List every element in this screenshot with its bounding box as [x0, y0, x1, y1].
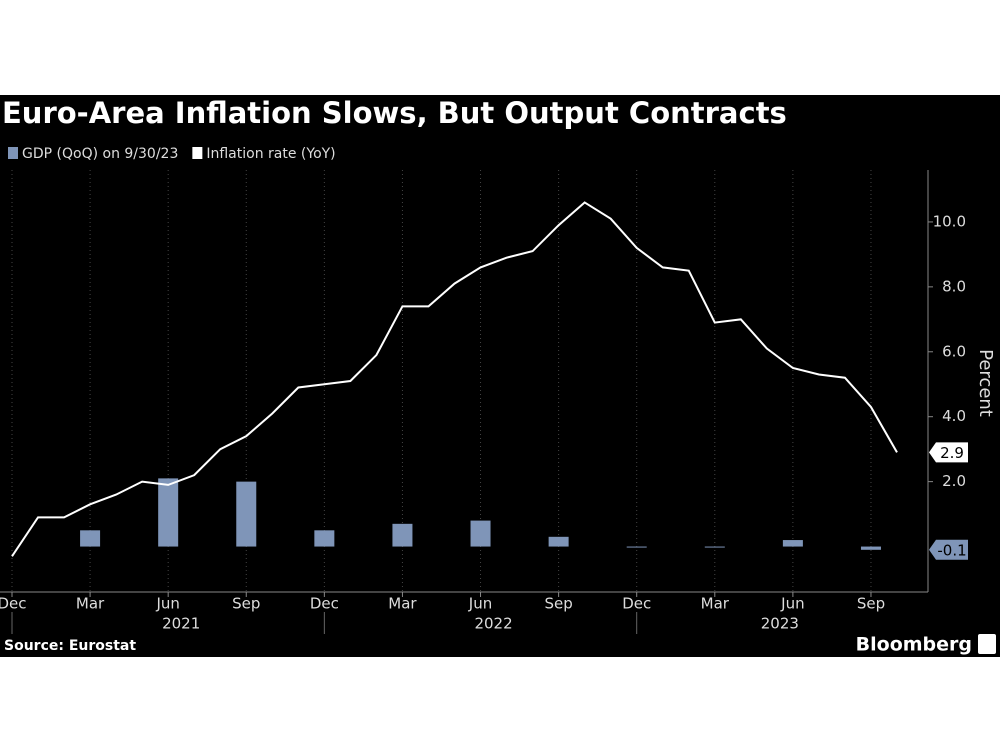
- end-label-box: [929, 442, 968, 463]
- x-tick-label: Jun: [780, 595, 804, 613]
- year-label: 2022: [474, 615, 512, 633]
- y-tick-label: 8.0: [942, 277, 966, 295]
- bar: [860, 546, 881, 550]
- year-label: 2023: [761, 615, 799, 633]
- bar: [80, 530, 101, 547]
- bar: [236, 481, 257, 547]
- y-tick-label: 4.0: [942, 407, 966, 425]
- x-tick-label: Jun: [155, 595, 179, 613]
- legend-swatch: [192, 147, 203, 159]
- bar: [704, 546, 725, 548]
- y-axis-label: Percent: [975, 349, 996, 417]
- bar: [392, 523, 413, 547]
- year-label: 2021: [162, 615, 200, 633]
- x-tick-label: Sep: [232, 595, 260, 613]
- y-tick-label: 2.0: [942, 472, 966, 490]
- bar: [626, 546, 647, 548]
- x-tick-label: Dec: [0, 595, 27, 613]
- legend-swatch: [8, 147, 18, 159]
- x-tick-label: Mar: [76, 595, 105, 613]
- bar: [782, 540, 803, 547]
- legend-label: GDP (QoQ) on 9/30/23: [22, 146, 178, 162]
- x-tick-label: Dec: [622, 595, 651, 613]
- end-label: 2.9: [940, 444, 964, 462]
- x-tick-label: Dec: [310, 595, 339, 613]
- background: [0, 95, 1000, 657]
- y-tick-label: 10.0: [933, 212, 966, 230]
- bar: [470, 520, 491, 547]
- x-tick-label: Sep: [544, 595, 572, 613]
- line: [11, 201, 898, 557]
- bar: [158, 478, 179, 547]
- brand-icon: [978, 634, 996, 654]
- bar: [314, 530, 335, 547]
- bar: [548, 536, 569, 547]
- x-tick-label: Sep: [857, 595, 885, 613]
- end-label: -0.1: [937, 541, 966, 559]
- end-label-box: [929, 539, 968, 560]
- x-tick-label: Jun: [468, 595, 492, 613]
- brand: Bloomberg: [856, 634, 972, 656]
- source: Source: Eurostat: [4, 638, 136, 654]
- y-tick-label: 6.0: [942, 342, 966, 360]
- x-tick-label: Mar: [701, 595, 730, 613]
- chart-title: Euro-Area Inflation Slows, But Output Co…: [2, 96, 787, 130]
- x-tick-label: Mar: [388, 595, 417, 613]
- legend-label: Inflation rate (YoY): [206, 146, 335, 162]
